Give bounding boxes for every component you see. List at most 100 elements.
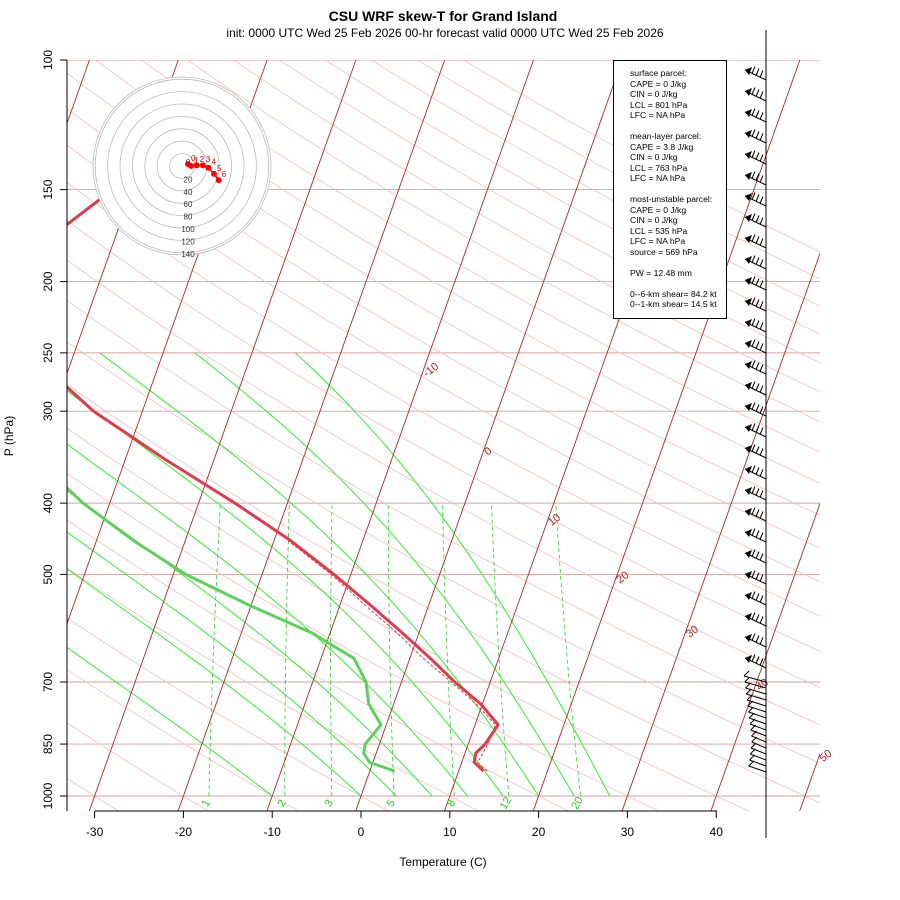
surface-cape: CAPE = 0 J/kg — [630, 78, 687, 89]
chart-subtitle: init: 0000 UTC Wed 25 Feb 2026 00-hr for… — [226, 26, 663, 40]
mixing-ratio-line — [330, 503, 333, 797]
surface-lfc: LFC = NA hPa — [630, 110, 686, 120]
wind-barb — [744, 360, 767, 375]
mixing-ratio-label: 20 — [569, 795, 586, 812]
wind-barb-feather — [759, 574, 764, 582]
wind-barb-feather — [755, 236, 760, 244]
isotherm-label: 50 — [817, 748, 834, 765]
chart-title: CSU WRF skew-T for Grand Island — [329, 8, 558, 24]
wind-barb-flag — [745, 466, 752, 474]
mixing-ratio-line — [208, 503, 221, 797]
wind-barb-flag — [745, 109, 752, 117]
wind-barb-shaft — [751, 735, 767, 743]
wind-barb-feather — [755, 488, 760, 496]
wind-barb-flag — [745, 382, 752, 390]
wind-barb-flag — [745, 655, 752, 663]
wind-barb-feather — [751, 730, 757, 737]
isotherm-line — [88, 60, 357, 811]
mixing-ratio-label: 2 — [275, 798, 288, 809]
x-tick-label: 10 — [443, 825, 457, 839]
wind-barb-feather — [755, 362, 760, 370]
wind-barb-flag — [745, 571, 752, 579]
y-axis-label: P (hPa) — [2, 416, 16, 456]
hodograph-ring-label: 140 — [181, 250, 195, 259]
shear-0-1km: 0--1-km shear= 14.5 kt — [630, 299, 717, 309]
wind-barb-feather — [743, 670, 750, 677]
wind-barb — [744, 444, 767, 459]
wind-barb-feather — [755, 68, 760, 76]
x-tick-label: -20 — [175, 825, 193, 839]
wind-barb-feather — [751, 633, 756, 641]
isotherm-line — [0, 60, 1, 812]
wind-barb-flag — [745, 529, 752, 537]
hodograph-point — [199, 162, 206, 169]
isotherm-line — [621, 252, 820, 811]
wind-barb-feather — [751, 87, 756, 95]
wind-barb-flag — [745, 256, 752, 264]
y-tick-label: 250 — [41, 343, 55, 363]
wind-barb — [744, 381, 767, 396]
wind-barb-feather — [759, 133, 764, 141]
wind-barb-flag — [745, 319, 752, 327]
y-tick-label: 200 — [41, 271, 55, 291]
hodograph-background — [92, 76, 272, 256]
dry-adiabat — [279, 60, 820, 364]
wind-barb-feather — [751, 276, 756, 284]
wind-barb-feather — [759, 448, 764, 456]
dry-adiabat — [233, 60, 820, 393]
moist-adiabat — [67, 568, 362, 797]
wind-barb-feather — [751, 507, 756, 515]
wind-barb-feather — [751, 234, 756, 242]
wind-barb-shaft — [744, 681, 767, 689]
parcel-trace — [287, 540, 497, 772]
wind-barb-feather — [759, 322, 764, 330]
parcel-info-box: surface parcel: CAPE = 0 J/kg CIN = 0 J/… — [613, 60, 727, 319]
wind-barb — [744, 591, 767, 606]
isotherm-line — [888, 60, 900, 812]
wind-barb-feather — [745, 688, 752, 695]
wind-barb-feather — [759, 112, 764, 120]
wind-barb-feather — [759, 658, 764, 666]
dry-adiabat — [325, 60, 820, 335]
wind-barb — [744, 234, 767, 249]
wind-barb — [744, 318, 767, 333]
wind-barb — [749, 754, 767, 767]
moist-adiabat — [295, 352, 611, 797]
x-tick-label: 0 — [358, 825, 365, 839]
wind-barb-feather — [751, 423, 756, 431]
wind-barb-feather — [755, 614, 760, 622]
hodograph-ring-label: 80 — [184, 213, 193, 222]
wind-barb-feather — [755, 299, 760, 307]
wind-barb-feather — [744, 676, 751, 683]
dry-adiabat — [67, 567, 480, 811]
wind-barb-feather — [755, 572, 760, 580]
hodograph-point-label: 2 — [200, 155, 205, 164]
wind-barb-feather — [755, 152, 760, 160]
hodograph-ring-label: 120 — [181, 237, 195, 246]
wind-barb-shaft — [747, 705, 767, 713]
wind-barb-feather — [751, 612, 756, 620]
y-tick-label: 500 — [41, 564, 55, 584]
wind-barb-feather — [759, 469, 764, 477]
wind-barb-feather — [751, 255, 756, 263]
wind-barb-flag — [745, 172, 752, 180]
wind-barb — [749, 748, 767, 761]
wind-barb — [744, 465, 767, 480]
wind-barb-feather — [759, 553, 764, 561]
wind-barb-feather — [759, 259, 764, 267]
wind-barb-feather — [759, 343, 764, 351]
wind-barb-shaft — [749, 717, 767, 725]
hodograph-point-label: 4 — [211, 158, 216, 167]
wind-barb-feather — [759, 637, 764, 645]
wind-barb-shaft — [750, 753, 767, 761]
x-tick-label: 40 — [710, 825, 724, 839]
wind-barb-flag — [745, 130, 752, 138]
isotherm-label: 10 — [546, 512, 563, 529]
dry-adiabat — [67, 617, 390, 811]
wind-barb-feather — [747, 700, 754, 707]
y-tick-label: 1000 — [41, 782, 55, 809]
wind-barb — [744, 570, 767, 585]
wind-barb-feather — [755, 173, 760, 181]
wind-barb-feather — [748, 712, 755, 719]
